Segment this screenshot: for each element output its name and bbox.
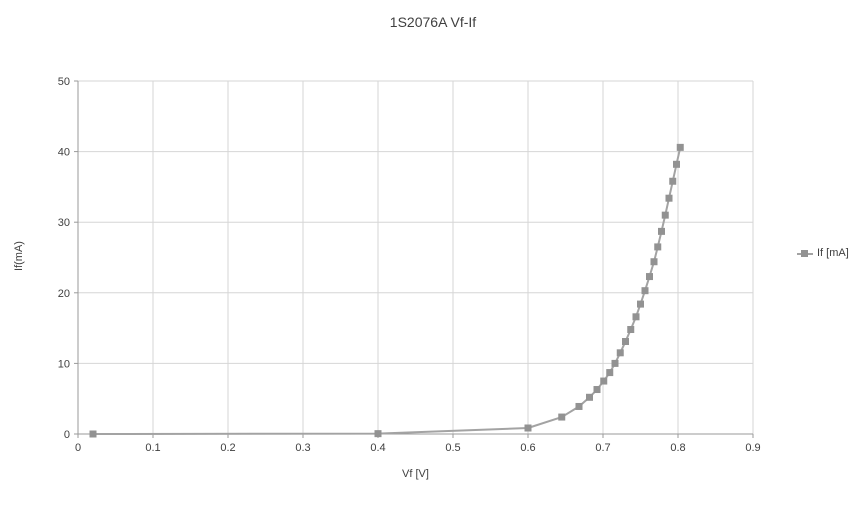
svg-text:0.9: 0.9 [745,442,760,454]
svg-text:0.3: 0.3 [295,442,310,454]
legend-marker-icon [797,249,813,258]
legend-label: If [mA] [817,247,849,259]
svg-text:0.4: 0.4 [370,442,385,454]
svg-text:0.2: 0.2 [220,442,235,454]
svg-text:10: 10 [58,358,70,370]
svg-text:30: 30 [58,217,70,229]
x-axis-label: Vf [V] [402,468,429,480]
svg-text:0.6: 0.6 [520,442,535,454]
svg-text:0.1: 0.1 [145,442,160,454]
svg-text:0.7: 0.7 [595,442,610,454]
legend-square-icon [801,249,808,257]
y-axis-label: If(mA) [12,241,25,271]
chart-title: 1S2076A Vf-If [389,14,477,30]
svg-text:0.5: 0.5 [445,442,460,454]
svg-text:50: 50 [58,76,70,88]
svg-text:0.8: 0.8 [670,442,685,454]
svg-text:20: 20 [58,288,70,300]
svg-text:0: 0 [75,442,81,454]
legend: If [mA] [797,247,849,259]
svg-text:40: 40 [58,147,70,159]
svg-text:0: 0 [64,429,70,441]
